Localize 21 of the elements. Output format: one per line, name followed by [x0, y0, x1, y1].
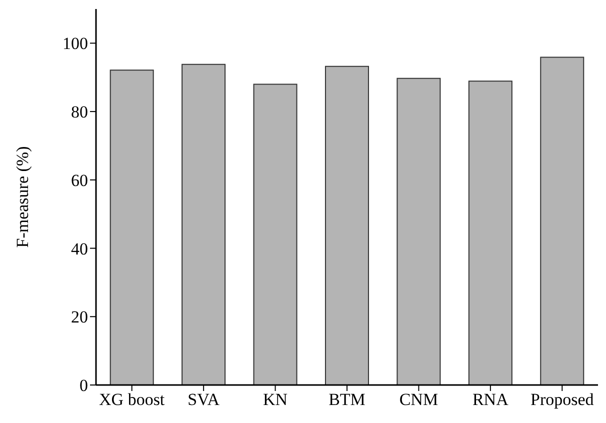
bar — [324, 66, 369, 385]
bar — [110, 70, 154, 385]
x-tick-label: CNM — [399, 390, 438, 410]
x-tick-label: KN — [263, 390, 288, 410]
bar — [396, 78, 441, 385]
x-tick-label: BTM — [328, 390, 366, 410]
bar — [468, 80, 512, 385]
y-tick-label: 20 — [71, 308, 88, 327]
bar — [182, 64, 226, 385]
y-tick-label: 60 — [71, 170, 88, 190]
bar — [253, 84, 298, 385]
x-tick-label: RNA — [472, 390, 510, 410]
y-tick-label: 80 — [71, 102, 88, 122]
y-tick-label: 100 — [62, 34, 88, 54]
bar — [540, 56, 584, 385]
y-axis-title: F-measure (%) — [13, 146, 32, 248]
y-tick-label: 0 — [80, 376, 88, 396]
x-tick-label: SVA — [188, 390, 220, 410]
x-tick-label: Proposed — [530, 390, 594, 410]
x-tick-label: XG boost — [99, 390, 165, 410]
y-tick-label: 40 — [71, 239, 88, 258]
